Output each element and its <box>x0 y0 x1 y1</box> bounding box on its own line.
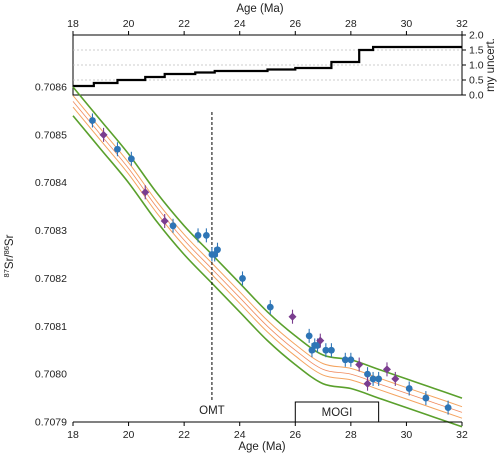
uncertainty-y-tick-label: 1.5 <box>469 45 484 57</box>
strontium-x-tick-label: 28 <box>345 429 357 441</box>
uncertainty-y-tick-label: 0.0 <box>469 90 484 102</box>
data-point-circle <box>405 385 413 392</box>
uncertainty-panel: 18 20 22 24 26 28 30 32 0.0 0.5 1.0 1.5 2.0 Age (Ma… <box>67 3 497 102</box>
strontium-y-tick-label: 0.7086 <box>35 82 67 94</box>
reference-curve-bands <box>72 86 463 428</box>
uncertainty-x-tick-label: 18 <box>67 18 79 30</box>
uncertainty-x-tick-label: 32 <box>456 18 468 30</box>
uncertainty-grid <box>73 49 462 81</box>
strontium-y-ticks: 0.7079 0.7080 0.7081 0.7082 0.7083 0.7084 0.70… <box>35 82 67 429</box>
data-point-circle <box>214 246 221 254</box>
uncertainty-y-axis-title: my uncert. <box>485 38 497 92</box>
strontium-y-tick-label: 0.7083 <box>35 225 67 237</box>
uncertainty-x-tick-label: 22 <box>178 18 190 30</box>
sr87-base: Sr/ <box>4 254 16 270</box>
strontium-y-tick-label: 0.7080 <box>35 369 67 381</box>
sr86-base: Sr <box>4 234 16 246</box>
data-point-circle <box>444 404 452 412</box>
data-point-diamond <box>355 360 364 369</box>
outer-band-upper <box>72 86 463 399</box>
data-point-circle <box>239 275 246 282</box>
data-point-circle <box>305 332 313 340</box>
omt-label: OMT <box>199 405 225 417</box>
uncertainty-x-tick-label: 26 <box>289 18 301 30</box>
uncertainty-x-tick-label: 30 <box>401 18 413 30</box>
uncertainty-x-tick-label: 24 <box>234 18 246 30</box>
uncertainty-plot-frame <box>72 34 463 96</box>
strontium-y-tick-label: 0.7082 <box>35 273 67 285</box>
uncertainty-y-tick-label: 0.5 <box>469 75 484 87</box>
sr87-superscript: 87 <box>2 269 11 277</box>
data-points <box>89 113 452 415</box>
mogi-label: MOGI <box>322 407 353 419</box>
uncertainty-x-ticks: 18 20 22 24 26 28 30 32 <box>67 18 468 35</box>
data-point-circle <box>266 303 274 311</box>
uncertainty-x-axis-title: Age (Ma) <box>236 3 283 15</box>
data-point-circle <box>202 231 210 239</box>
data-point-diamond <box>141 188 150 197</box>
strontium-x-tick-label: 22 <box>178 429 190 441</box>
mean-curve <box>72 101 463 413</box>
uncertainty-y-tick-label: 2.0 <box>469 30 484 42</box>
data-point-diamond <box>382 365 391 374</box>
data-point-circle <box>169 222 177 230</box>
data-point-circle <box>194 231 202 239</box>
data-point-circle <box>375 375 383 383</box>
sr86-superscript: 86 <box>2 246 11 254</box>
uncertainty-x-tick-label: 20 <box>123 18 135 30</box>
data-point-circle <box>127 155 135 163</box>
outer-band-lower <box>72 115 463 428</box>
data-point-diamond <box>288 312 297 321</box>
strontium-y-axis-title: 87Sr/86Sr <box>2 234 16 277</box>
data-point-circle <box>114 145 121 153</box>
data-point-circle <box>341 356 349 364</box>
data-point-diamond <box>160 217 169 225</box>
inner-band-upper <box>72 95 463 408</box>
data-point-circle <box>314 342 321 349</box>
strontium-x-ticks: 18 20 22 24 26 28 30 32 <box>67 422 468 441</box>
strontium-y-tick-label: 0.7085 <box>35 129 67 141</box>
strontium-x-tick-label: 30 <box>401 429 413 441</box>
data-point-diamond <box>363 379 372 388</box>
uncertainty-x-tick-label: 28 <box>345 18 357 30</box>
data-point-circle <box>364 370 371 378</box>
strontium-x-axis-title: Age (Ma) <box>238 441 285 453</box>
uncertainty-y-tick-label: 1.0 <box>469 60 484 72</box>
strontium-x-tick-label: 32 <box>456 429 468 441</box>
strontium-x-tick-label: 26 <box>289 429 301 441</box>
strontium-y-tick-label: 0.7081 <box>35 321 67 333</box>
strontium-x-tick-label: 18 <box>67 429 79 441</box>
data-point-circle <box>369 375 377 383</box>
data-point-circle <box>89 117 96 124</box>
data-point-diamond <box>99 130 108 139</box>
data-point-circle <box>322 346 330 354</box>
data-point-diamond <box>391 374 400 383</box>
strontium-panel: 0.7079 0.7080 0.7081 0.7082 0.7083 0.7084 0.70… <box>2 82 468 454</box>
data-point-circle <box>347 356 355 364</box>
strontium-y-tick-label: 0.7079 <box>35 417 67 429</box>
uncertainty-step-line <box>73 45 462 88</box>
inner-band-lower <box>72 106 463 419</box>
data-point-diamond <box>316 336 325 345</box>
strontium-x-tick-label: 24 <box>234 429 246 441</box>
data-point-circle <box>328 346 335 354</box>
strontium-y-tick-label: 0.7084 <box>35 177 67 189</box>
uncertainty-y-ticks: 0.0 0.5 1.0 1.5 2.0 <box>462 30 484 102</box>
strontium-x-tick-label: 20 <box>123 429 135 441</box>
data-point-circle <box>422 394 430 402</box>
